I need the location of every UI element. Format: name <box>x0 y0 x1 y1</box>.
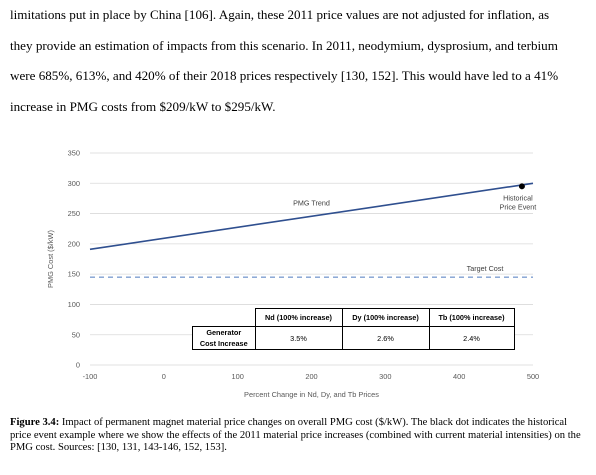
target-cost-label: Target Cost <box>467 264 504 273</box>
x-tick-label: 200 <box>305 372 317 381</box>
x-tick-label: 400 <box>453 372 465 381</box>
table-value-nd: 3.5% <box>254 326 343 350</box>
x-tick-label: 0 <box>162 372 166 381</box>
x-tick-label: -100 <box>83 372 98 381</box>
table-value-dy: 2.6% <box>341 326 430 350</box>
table-value-tb: 2.4% <box>428 326 515 350</box>
y-tick-label: 350 <box>68 149 80 158</box>
chart-grid <box>90 152 533 366</box>
y-tick-label: 250 <box>68 209 80 218</box>
x-axis-label: Percent Change in Nd, Dy, and Tb Prices <box>244 390 379 399</box>
y-tick-label: 100 <box>68 300 80 309</box>
historical-price-event-marker <box>518 183 525 190</box>
x-tick-label: 500 <box>527 372 539 381</box>
x-tick-label: 300 <box>379 372 391 381</box>
paragraph-line-4: increase in PMG costs from $209/kW to $2… <box>10 99 276 114</box>
y-tick-label: 50 <box>72 330 80 339</box>
y-axis-label: PMG Cost ($/kW) <box>46 230 55 288</box>
table-header-tb: Tb (100% increase) <box>428 308 515 327</box>
y-tick-label: 150 <box>68 270 80 279</box>
table-corner <box>192 308 256 327</box>
caption-label: Figure 3.4: <box>10 417 60 428</box>
figure-caption: Figure 3.4: Impact of permanent magnet m… <box>10 417 588 455</box>
row-label-line-1: Generator <box>206 328 242 337</box>
paragraph-line-2: they provide an estimation of impacts fr… <box>10 38 558 53</box>
caption-text: Impact of permanent magnet material pric… <box>10 417 581 454</box>
paragraph-line-1: limitations put in place by China [106].… <box>10 7 550 22</box>
table-row-label: Generator Cost Increase <box>192 326 256 350</box>
x-tick-label: 100 <box>231 372 243 381</box>
y-tick-label: 0 <box>76 361 80 370</box>
pmg-trend-label: PMG Trend <box>293 198 330 207</box>
historical-price-event-label-line-1: Historical <box>503 193 533 202</box>
paragraph-line-3: were 685%, 613%, and 420% of their 2018 … <box>10 68 559 83</box>
table-header-nd: Nd (100% increase) <box>254 308 343 327</box>
pmg-trend-line <box>89 182 534 251</box>
historical-price-event-label-line-2: Price Event <box>500 202 537 211</box>
y-tick-label: 300 <box>68 179 80 188</box>
generator-cost-table: Nd (100% increase) Dy (100% increase) Tb… <box>192 308 515 350</box>
table-header-dy: Dy (100% increase) <box>341 308 430 327</box>
y-tick-label: 200 <box>68 239 80 248</box>
row-label-line-2: Cost Increase <box>199 339 248 348</box>
